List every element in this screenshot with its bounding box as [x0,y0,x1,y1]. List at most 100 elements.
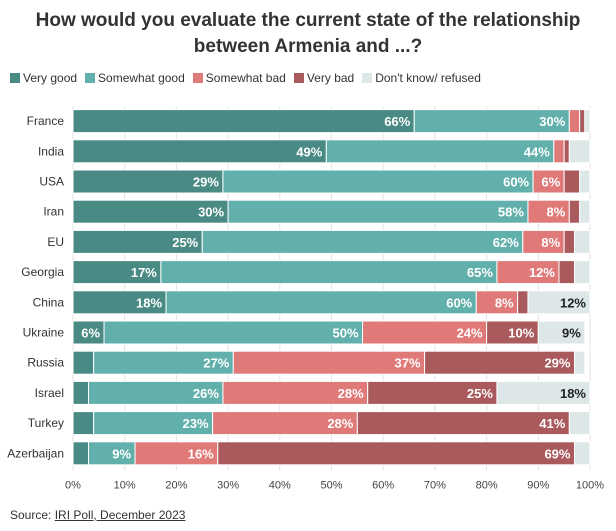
category-label: France [27,114,65,128]
data-label: 8% [495,295,514,310]
bar-segment [579,199,591,224]
category-label: Azerbaijan [7,446,64,460]
legend-item: Somewhat good [85,71,185,85]
data-label: 30% [198,205,224,220]
bar-segment [537,320,586,345]
data-label: 44% [524,144,550,159]
data-label: 58% [498,205,524,220]
legend-swatch [85,73,96,83]
bar-segment [72,441,90,466]
data-label: 17% [131,265,157,280]
chart-title-line-2: between Armenia and ...? [193,36,423,57]
x-tick-label: 50% [320,479,342,491]
x-tick-label: 100% [576,479,604,491]
data-label: 60% [446,295,472,310]
x-tick-label: 60% [372,479,394,491]
bar-segment [165,290,477,315]
x-tick-label: 30% [217,479,239,491]
bar-segment [573,260,591,285]
data-label: 18% [560,386,586,401]
chart-legend: Very good Somewhat good Somewhat bad Very b… [10,70,489,86]
category-label: Georgia [21,265,64,279]
data-label: 23% [183,416,209,431]
data-label: 62% [493,235,519,250]
source-link[interactable]: IRI Poll, December 2023 [54,508,186,522]
legend-label: Very good [23,71,78,85]
category-label: Ukraine [23,326,65,340]
bar-segment [227,199,529,224]
chart-title-line-1: How would you evaluate the current state… [35,10,581,31]
bar-segment [568,139,591,164]
data-label: 28% [327,416,353,431]
data-label: 8% [547,205,566,220]
data-label: 26% [193,386,219,401]
data-label: 37% [395,356,421,371]
bar-segment [527,290,591,315]
data-label: 18% [136,295,162,310]
data-label: 8% [541,235,560,250]
bar-segment [72,350,95,375]
data-label: 69% [544,446,570,461]
bar-segment [72,139,327,164]
bar-segment [356,411,570,436]
bar-segment [579,169,591,194]
legend-swatch [192,73,203,83]
x-tick-label: 70% [424,479,446,491]
x-tick-label: 10% [114,479,136,491]
bar-segment [496,380,591,405]
legend-swatch [293,73,304,83]
bar-segment [553,139,565,164]
legend-item: Very good [10,71,77,85]
data-label: 25% [172,235,198,250]
legend-label: Very bad [306,71,355,85]
legend-item: Somewhat bad [192,71,286,85]
bar-segment [558,260,575,285]
data-label: 10% [508,326,534,341]
data-label: 9% [112,446,131,461]
data-label: 6% [81,326,100,341]
bar-segment [72,380,90,405]
data-label: 50% [332,326,358,341]
category-label: China [33,295,65,309]
bar-segment [584,109,591,134]
bar-segment [325,139,555,164]
category-label: USA [39,175,64,189]
legend-item: Very bad [293,71,355,85]
data-label: 12% [560,295,586,310]
category-label: India [38,144,64,158]
bar-segment [217,441,575,466]
bar-segment [160,260,498,285]
x-tick-label: 0% [65,479,81,491]
data-label: 49% [296,144,322,159]
legend-label: Somewhat good [98,71,185,85]
data-label: 12% [529,265,555,280]
data-label: 9% [562,326,581,341]
data-label: 66% [384,114,410,129]
data-label: 29% [544,356,570,371]
chart-title: How would you evaluate the current state… [0,8,616,60]
data-label: 27% [203,356,229,371]
x-tick-label: 20% [165,479,187,491]
category-label: Israel [35,386,64,400]
bar-segment [103,320,364,345]
legend-item: Don't know/ refused [362,71,481,85]
bar-segment [568,199,581,224]
category-label: Russia [27,356,64,370]
bar-segment [568,109,581,134]
data-label: 29% [193,175,219,190]
data-label: 60% [503,175,529,190]
bar-segment [72,411,95,436]
data-label: 41% [539,416,565,431]
legend-swatch [362,73,373,83]
bar-segment [517,290,529,315]
bar-segment [563,169,581,194]
data-label: 28% [338,386,364,401]
bar-segment [563,229,575,254]
data-label: 6% [541,175,560,190]
source-prefix: Source: [10,508,55,522]
data-label: 65% [467,265,493,280]
bar-segment [563,139,570,164]
bar-segment [568,411,591,436]
data-label: 16% [188,446,214,461]
